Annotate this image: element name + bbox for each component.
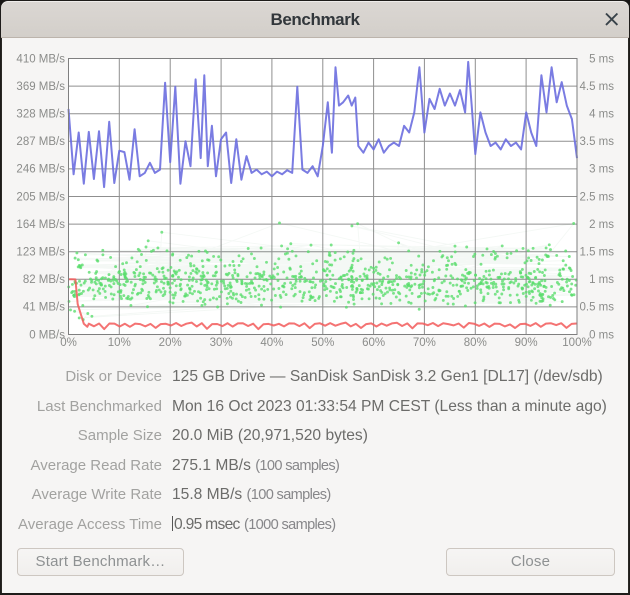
svg-text:4 ms: 4 ms bbox=[589, 109, 614, 121]
svg-text:164 MB/s: 164 MB/s bbox=[16, 219, 65, 231]
svg-text:70%: 70% bbox=[413, 337, 436, 349]
svg-text:410 MB/s: 410 MB/s bbox=[16, 53, 65, 65]
svg-text:0 ms: 0 ms bbox=[589, 329, 614, 341]
svg-text:60%: 60% bbox=[362, 337, 385, 349]
svg-text:205 MB/s: 205 MB/s bbox=[16, 191, 65, 203]
svg-text:3 ms: 3 ms bbox=[589, 164, 614, 176]
svg-text:0.5 ms: 0.5 ms bbox=[579, 302, 614, 314]
svg-text:123 MB/s: 123 MB/s bbox=[16, 247, 65, 259]
svg-text:3.5 ms: 3.5 ms bbox=[579, 136, 614, 148]
svg-text:5 ms: 5 ms bbox=[589, 53, 614, 65]
svg-text:100%: 100% bbox=[562, 337, 591, 349]
svg-text:41 MB/s: 41 MB/s bbox=[23, 302, 65, 314]
svg-text:0 MB/s: 0 MB/s bbox=[29, 329, 65, 341]
svg-text:90%: 90% bbox=[515, 337, 538, 349]
svg-text:1.5 ms: 1.5 ms bbox=[579, 247, 614, 259]
svg-text:1 ms: 1 ms bbox=[589, 274, 614, 286]
svg-text:0%: 0% bbox=[60, 337, 77, 349]
svg-text:10%: 10% bbox=[108, 337, 131, 349]
svg-text:246 MB/s: 246 MB/s bbox=[16, 164, 65, 176]
svg-text:20%: 20% bbox=[159, 337, 182, 349]
svg-text:80%: 80% bbox=[464, 337, 487, 349]
svg-text:2.5 ms: 2.5 ms bbox=[579, 191, 614, 203]
svg-text:2 ms: 2 ms bbox=[589, 219, 614, 231]
svg-text:369 MB/s: 369 MB/s bbox=[16, 81, 65, 93]
svg-text:4.5 ms: 4.5 ms bbox=[579, 81, 614, 93]
svg-text:40%: 40% bbox=[260, 337, 283, 349]
svg-text:50%: 50% bbox=[311, 337, 334, 349]
svg-text:328 MB/s: 328 MB/s bbox=[16, 109, 65, 121]
svg-text:82 MB/s: 82 MB/s bbox=[23, 274, 65, 286]
svg-text:287 MB/s: 287 MB/s bbox=[16, 136, 65, 148]
svg-text:30%: 30% bbox=[210, 337, 233, 349]
